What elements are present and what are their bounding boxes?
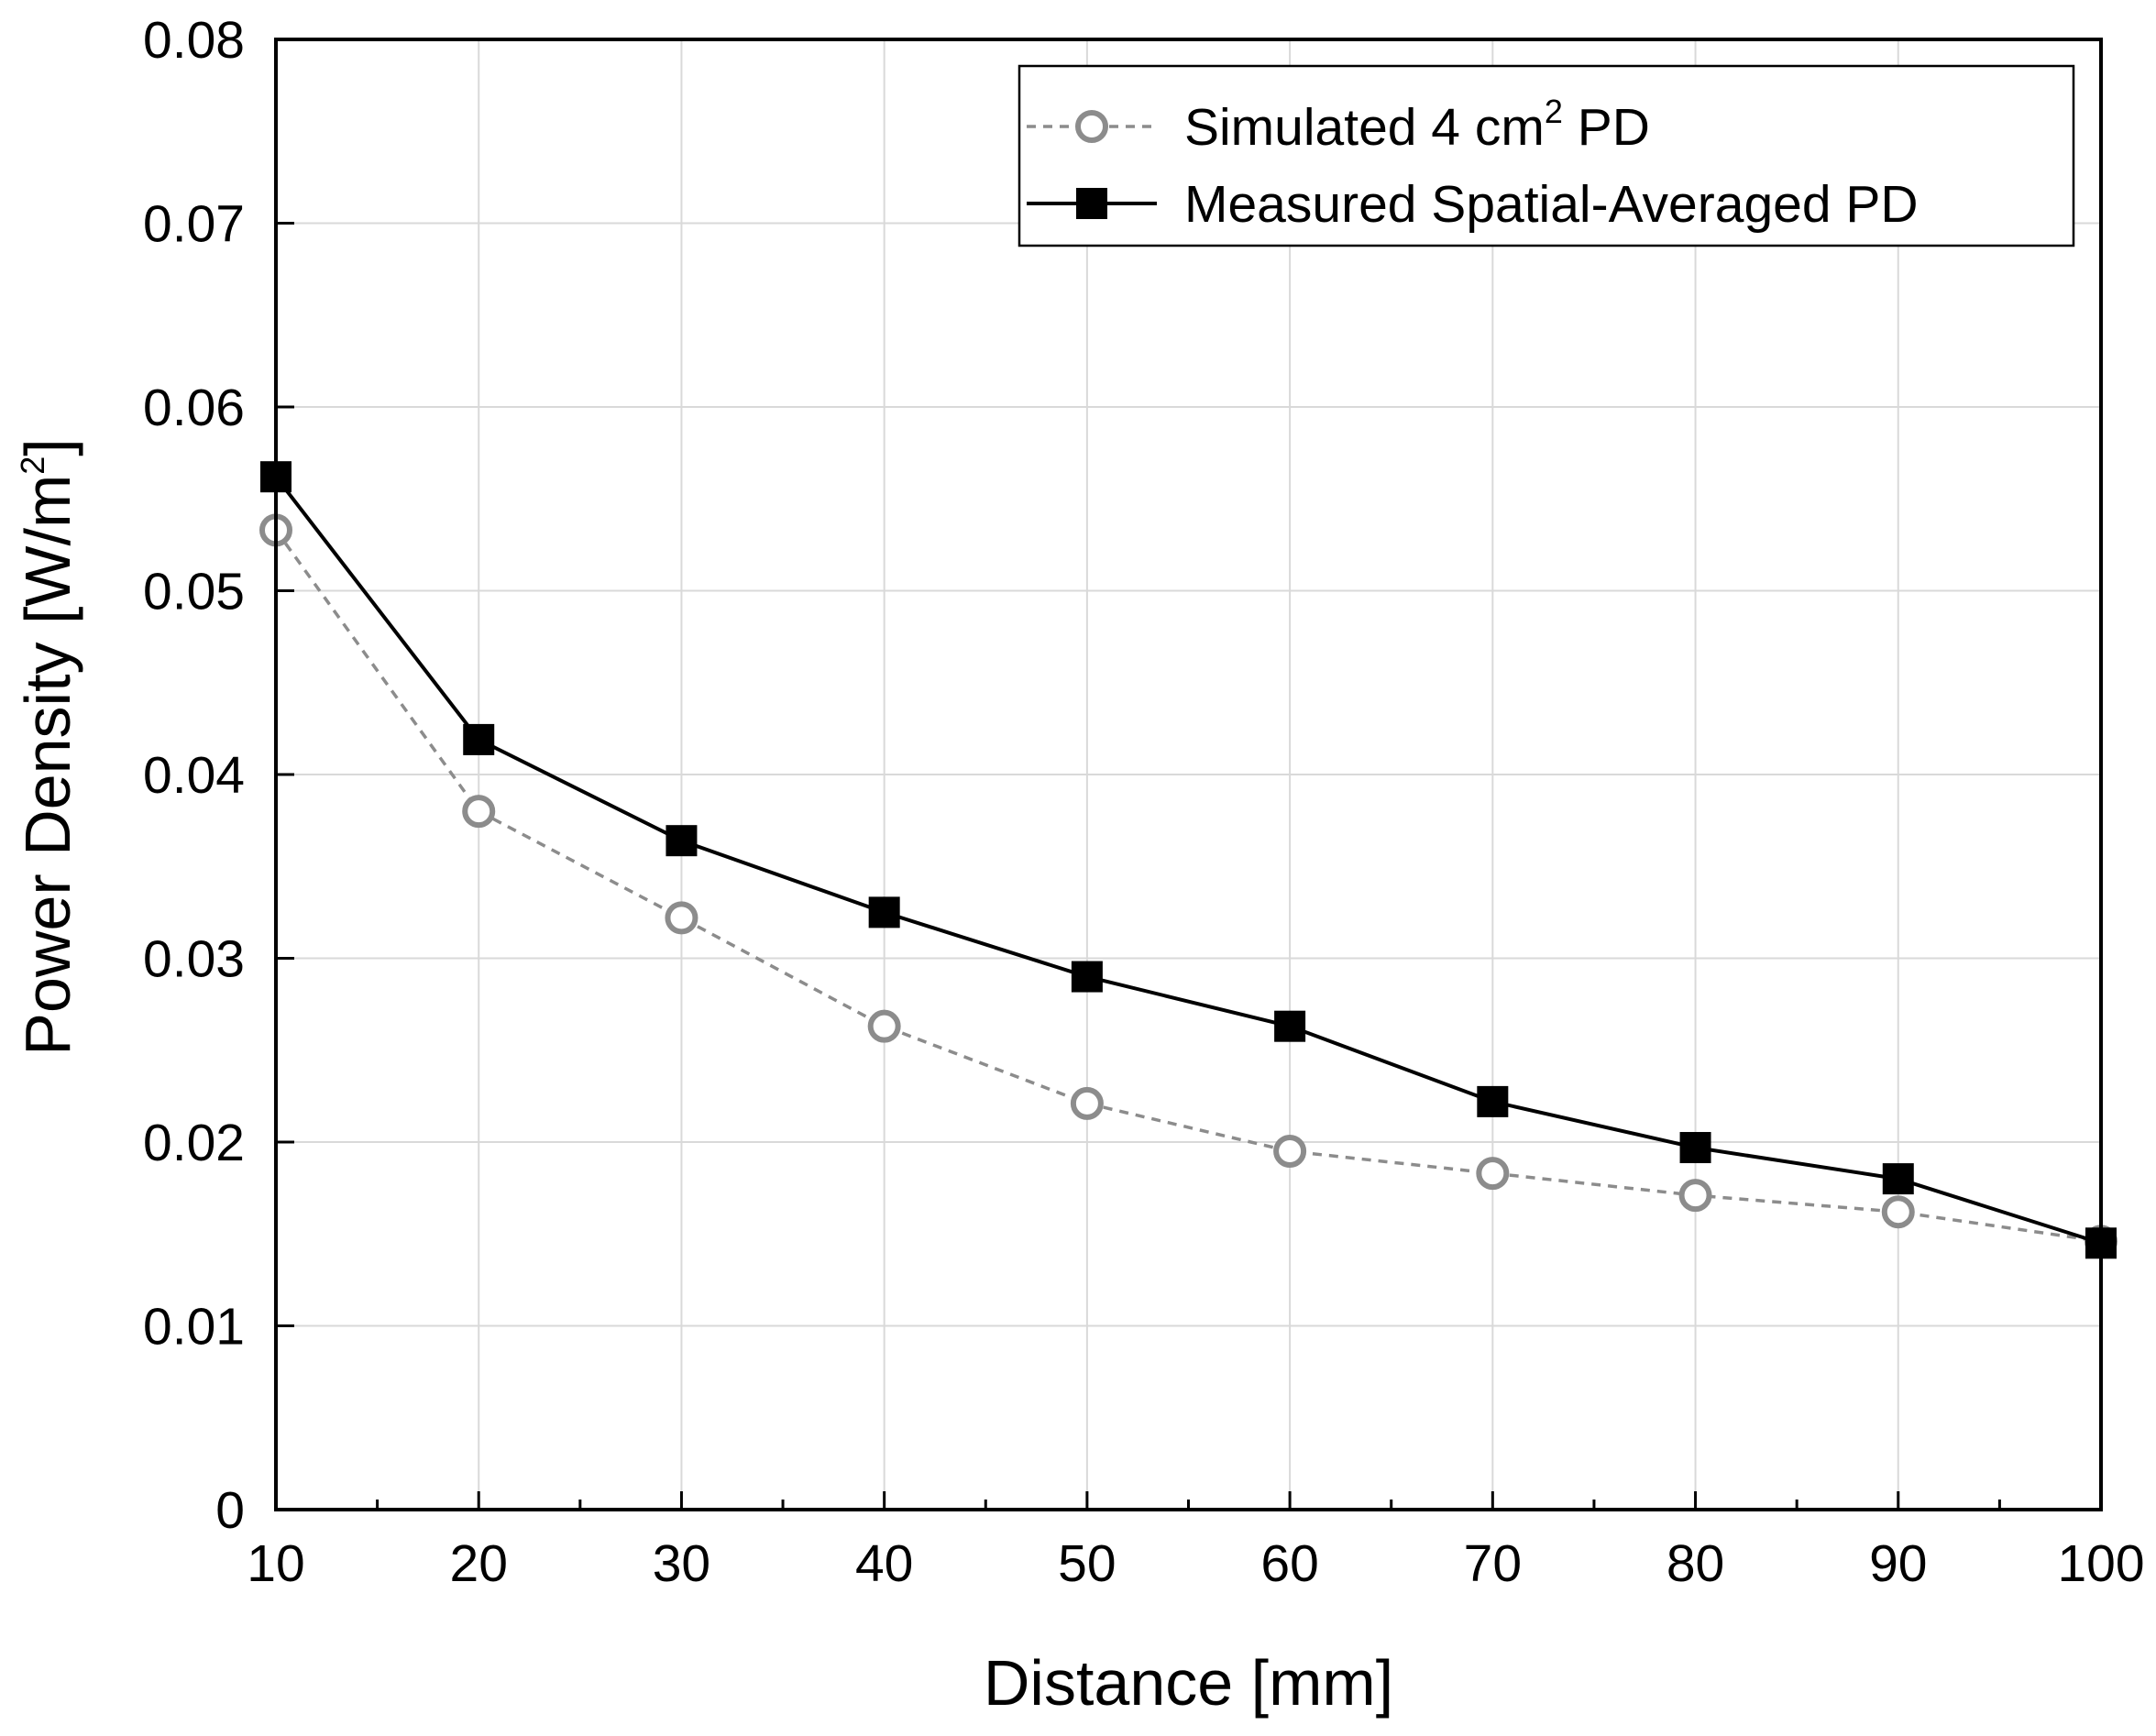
x-tick-label: 50 [1058, 1534, 1116, 1593]
x-tick-label: 10 [247, 1534, 304, 1593]
data-point [1882, 1163, 1914, 1195]
y-tick-label: 0.04 [143, 746, 245, 805]
y-tick-label: 0.02 [143, 1114, 245, 1172]
data-point [867, 1009, 901, 1043]
data-point [462, 795, 496, 829]
grid [276, 39, 2101, 1510]
x-tick-label: 90 [1869, 1534, 1927, 1593]
x-tick-label: 20 [450, 1534, 508, 1593]
y-tick-label: 0.03 [143, 930, 245, 989]
data-point [1477, 1085, 1509, 1117]
legend: Simulated 4 cm2 PD Measured Spatial-Avera… [1018, 64, 2075, 247]
y-axis-title-main: Power Density [W/m [12, 475, 83, 1056]
y-axis-title-sup: 2 [14, 456, 51, 475]
legend-marker [1075, 110, 1108, 143]
y-tick-label: 0.08 [143, 11, 245, 70]
x-tick-label: 80 [1666, 1534, 1724, 1593]
legend-box [1018, 64, 2075, 247]
y-axis-title: Power Density [W/m2] [12, 438, 83, 1055]
y-tick-label: 0 [215, 1481, 245, 1540]
x-axis-title: Distance [mm] [984, 1647, 1393, 1719]
data-point [666, 825, 698, 857]
legend-item: Simulated 4 cm2 PD [1027, 93, 1650, 157]
y-tick-label: 0.05 [143, 563, 245, 621]
legend-marker [1076, 188, 1107, 219]
legend-label-suffix: PD [1563, 98, 1650, 157]
data-point [1679, 1132, 1711, 1164]
series-line [274, 529, 2102, 1244]
data-point [1476, 1157, 1510, 1191]
data-point [665, 901, 698, 935]
data-point [1881, 1195, 1915, 1229]
data-point [1274, 1010, 1306, 1042]
legend-items: Simulated 4 cm2 PD Measured Spatial-Avera… [1027, 93, 1919, 234]
legend-item: Measured Spatial-Averaged PD [1027, 175, 1919, 234]
data-point [1273, 1135, 1307, 1169]
series-simulated [259, 513, 2118, 1258]
data-point [463, 723, 495, 755]
y-tick-label: 0.01 [143, 1298, 245, 1357]
x-tick-label: 30 [653, 1534, 710, 1593]
tick-labels: 10 20 30 40 50 60 70 80 90 100 0 0.01 0.02 0.03 0.04 0.… [143, 11, 2145, 1593]
data-point [1071, 961, 1103, 993]
x-tick-label: 100 [2057, 1534, 2144, 1593]
series-line [274, 475, 2102, 1246]
y-tick-label: 0.07 [143, 195, 245, 254]
legend-label: Measured Spatial-Averaged PD [1184, 175, 1919, 234]
legend-label-sup: 2 [1545, 93, 1563, 130]
legend-label-text: Simulated 4 cm [1184, 98, 1545, 157]
plot-frame [274, 38, 2103, 1511]
legend-label-text: Measured Spatial-Averaged PD [1184, 175, 1919, 234]
x-tick-label: 60 [1260, 1534, 1318, 1593]
x-tick-label: 40 [855, 1534, 913, 1593]
y-tick-label: 0.06 [143, 379, 245, 437]
data-point [868, 896, 900, 928]
data-point [1070, 1086, 1104, 1120]
legend-label: Simulated 4 cm2 PD [1184, 93, 1650, 157]
x-tick-label: 70 [1464, 1534, 1522, 1593]
data-point [1678, 1179, 1712, 1213]
y-axis-title-close: ] [12, 438, 83, 456]
